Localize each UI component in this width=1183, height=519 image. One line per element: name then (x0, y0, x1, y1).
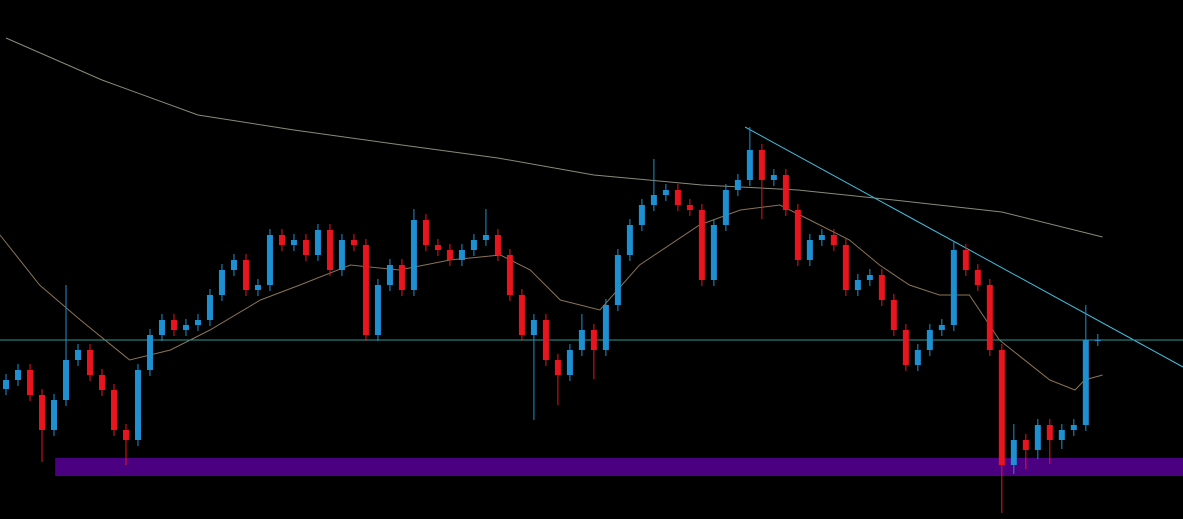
candle-body (170, 320, 177, 330)
candle-body (554, 360, 561, 375)
candle-body (566, 350, 573, 375)
candle-body (626, 225, 633, 255)
candle-body (446, 250, 453, 260)
candle-body (386, 265, 393, 285)
candle-body (314, 230, 321, 255)
candle-body (590, 330, 597, 350)
indicator-line (744, 126, 1183, 368)
candle-body (398, 265, 405, 290)
candle-body (722, 190, 729, 225)
candle-body (902, 330, 909, 365)
candle-body (866, 275, 873, 280)
candle-body (962, 250, 969, 270)
candle-body (770, 175, 777, 180)
candle-body (302, 240, 309, 255)
candle-body (698, 210, 705, 280)
candle-body (578, 330, 585, 350)
candle-body (266, 235, 273, 285)
support-zone (55, 458, 1183, 476)
candle-body (14, 370, 21, 380)
candle-body (122, 430, 129, 440)
candle-body (110, 390, 117, 430)
candle-body (998, 350, 1005, 465)
candle-body (194, 320, 201, 325)
candle-body (710, 225, 717, 280)
candle-body (458, 250, 465, 260)
candle-body (1022, 440, 1029, 450)
candle-body (794, 210, 801, 260)
candle-body (734, 180, 741, 190)
candle-body (1046, 425, 1053, 440)
candle-body (986, 285, 993, 350)
candle-body (242, 260, 249, 290)
candle-body (530, 320, 537, 335)
candle-body (98, 375, 105, 390)
candle-body (1034, 425, 1041, 450)
candle-body (1082, 340, 1089, 425)
candle-body (50, 400, 57, 430)
candle-body (614, 255, 621, 305)
candle-body (278, 235, 285, 245)
candle-body (338, 240, 345, 270)
candle-body (542, 320, 549, 360)
candle-body (494, 235, 501, 255)
candle-body (38, 395, 45, 430)
candle-body (410, 220, 417, 290)
candle-body (362, 245, 369, 335)
candle-body (434, 245, 441, 250)
candle-body (638, 205, 645, 225)
candle-body (950, 250, 957, 325)
candle-body (746, 150, 753, 180)
candle-body (2, 380, 9, 389)
candle-body (818, 235, 825, 240)
candle-body (674, 190, 681, 205)
candle-body (506, 255, 513, 295)
candle-body (1058, 430, 1065, 440)
candle-body (350, 240, 357, 245)
candle-body (62, 360, 69, 400)
candle-body (86, 350, 93, 375)
candle-body (470, 240, 477, 250)
candle-body (1094, 340, 1101, 341)
candle-body (914, 350, 921, 365)
candle-body (854, 280, 861, 290)
candle-body (1010, 440, 1017, 465)
candle-body (974, 270, 981, 285)
candle-body (230, 260, 237, 270)
candle-body (134, 370, 141, 440)
candle-body (686, 205, 693, 210)
candle-body (518, 295, 525, 335)
candle-body (422, 220, 429, 245)
candle-body (158, 320, 165, 335)
candle-body (146, 335, 153, 370)
indicator-line (5, 37, 1103, 238)
candle-body (806, 240, 813, 260)
candle-body (482, 235, 489, 240)
candle-body (326, 230, 333, 270)
candle-body (662, 190, 669, 195)
candle-body (26, 370, 33, 395)
candle-body (206, 295, 213, 320)
candle-body (74, 350, 81, 360)
candle-body (938, 325, 945, 330)
candle-body (1070, 425, 1077, 430)
candle-body (758, 150, 765, 180)
candle-body (878, 275, 885, 300)
candle-body (218, 270, 225, 295)
candle-body (182, 325, 189, 330)
candle-body (926, 330, 933, 350)
candle-body (254, 285, 261, 290)
candle-body (890, 300, 897, 330)
candle-body (374, 285, 381, 335)
candle-body (842, 245, 849, 290)
candle-body (782, 175, 789, 210)
candle-body (650, 195, 657, 205)
candle-body (602, 305, 609, 350)
candle-body (830, 235, 837, 245)
candle-body (290, 240, 297, 245)
